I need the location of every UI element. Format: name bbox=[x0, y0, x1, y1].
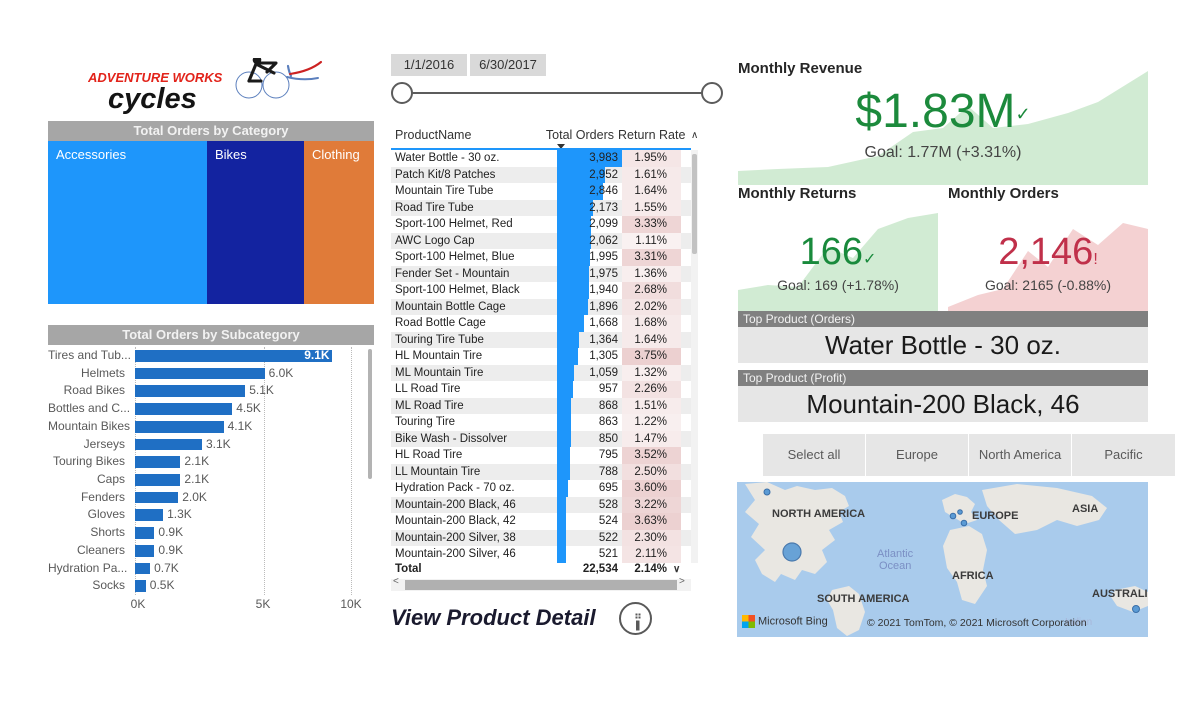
svg-text:NORTH AMERICA: NORTH AMERICA bbox=[772, 508, 865, 520]
svg-text:cycles: cycles bbox=[108, 83, 197, 115]
svg-text:SOUTH AMERICA: SOUTH AMERICA bbox=[817, 593, 910, 605]
svg-text:AFRICA: AFRICA bbox=[952, 570, 994, 582]
svg-text:Ocean: Ocean bbox=[879, 560, 911, 572]
svg-text:EUROPE: EUROPE bbox=[972, 510, 1018, 522]
svg-text:Atlantic: Atlantic bbox=[877, 548, 914, 560]
svg-text:ASIA: ASIA bbox=[1072, 503, 1098, 515]
